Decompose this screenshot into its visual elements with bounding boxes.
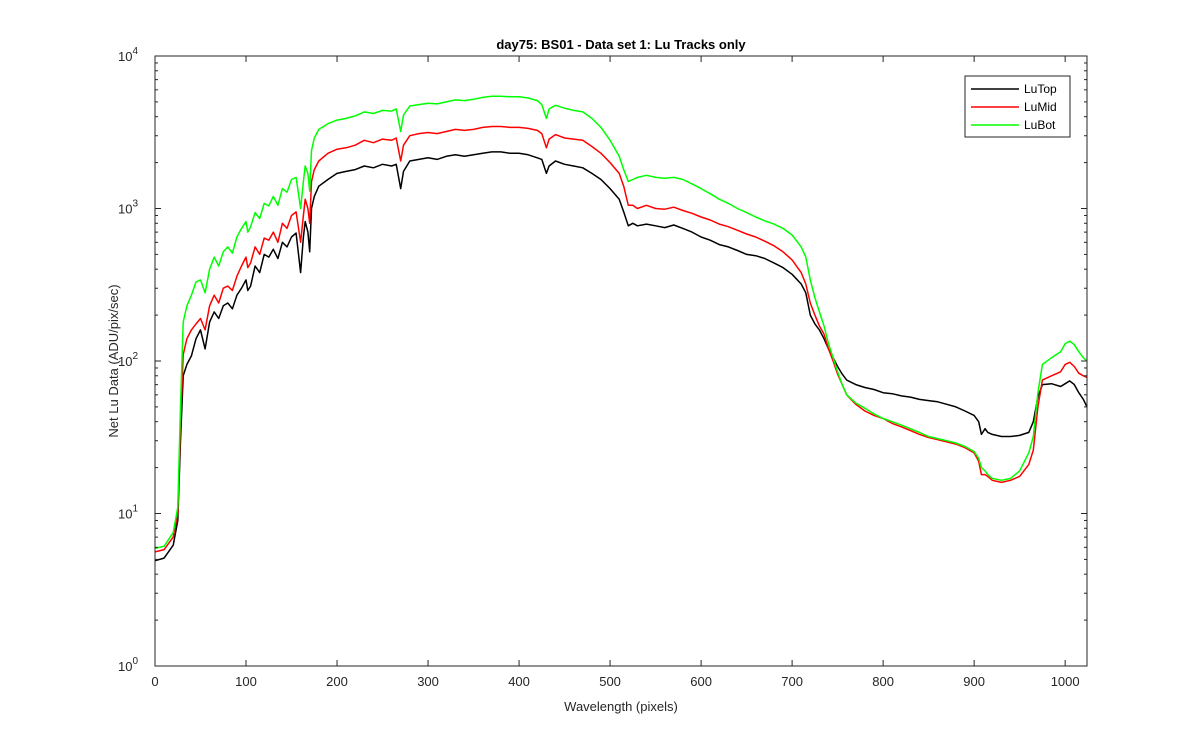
y-axis-label: Net Lu Data (ADU/pix/sec) — [106, 284, 121, 437]
x-tick-label: 1000 — [1051, 674, 1080, 689]
series-lines — [154, 95, 1088, 562]
x-tick-label: 100 — [235, 674, 257, 689]
series-line-lutop — [154, 151, 1088, 562]
y-tick-exponent: 4 — [132, 46, 138, 57]
legend-label-lutop: LuTop — [1024, 82, 1057, 96]
y-tick-label: 101 — [118, 504, 138, 522]
y-tick-exponent: 1 — [132, 504, 138, 515]
plot-area — [155, 56, 1087, 666]
y-tick-exponent: 2 — [132, 351, 138, 362]
y-tick-base: 10 — [118, 49, 132, 64]
x-tick-label: 800 — [872, 674, 894, 689]
y-tick-base: 10 — [118, 202, 132, 217]
series-line-lubot — [154, 95, 1088, 550]
x-tick-label: 0 — [151, 674, 158, 689]
y-tick-label: 104 — [118, 46, 138, 64]
y-tick-exponent: 0 — [132, 656, 138, 667]
legend-label-lubot: LuBot — [1024, 118, 1056, 132]
y-tick-base: 10 — [118, 659, 132, 674]
y-tick-label: 100 — [118, 656, 138, 674]
x-tick-label: 500 — [599, 674, 621, 689]
x-tick-label: 700 — [781, 674, 803, 689]
x-tick-label: 200 — [326, 674, 348, 689]
y-tick-label: 103 — [118, 199, 138, 217]
x-tick-label: 400 — [508, 674, 530, 689]
y-tick-base: 10 — [118, 507, 132, 522]
chart-title: day75: BS01 - Data set 1: Lu Tracks only — [496, 37, 746, 52]
y-tick-label: 102 — [118, 351, 138, 369]
legend-label-lumid: LuMid — [1024, 100, 1057, 114]
x-tick-label: 600 — [690, 674, 712, 689]
x-tick-label: 300 — [417, 674, 439, 689]
x-tick-label: 900 — [963, 674, 985, 689]
legend: LuTop LuMid LuBot — [964, 75, 1071, 138]
y-tick-base: 10 — [118, 354, 132, 369]
x-axis-label: Wavelength (pixels) — [564, 699, 678, 714]
y-tick-exponent: 3 — [132, 199, 138, 210]
x-axis-ticks: 0 100 200 300 400 500 600 700 800 900 1000 — [151, 56, 1080, 689]
series-line-lumid — [154, 125, 1088, 553]
